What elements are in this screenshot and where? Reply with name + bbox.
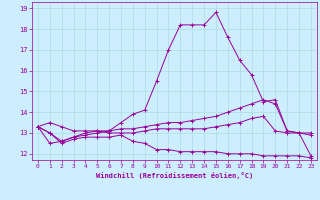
X-axis label: Windchill (Refroidissement éolien,°C): Windchill (Refroidissement éolien,°C) [96, 172, 253, 179]
